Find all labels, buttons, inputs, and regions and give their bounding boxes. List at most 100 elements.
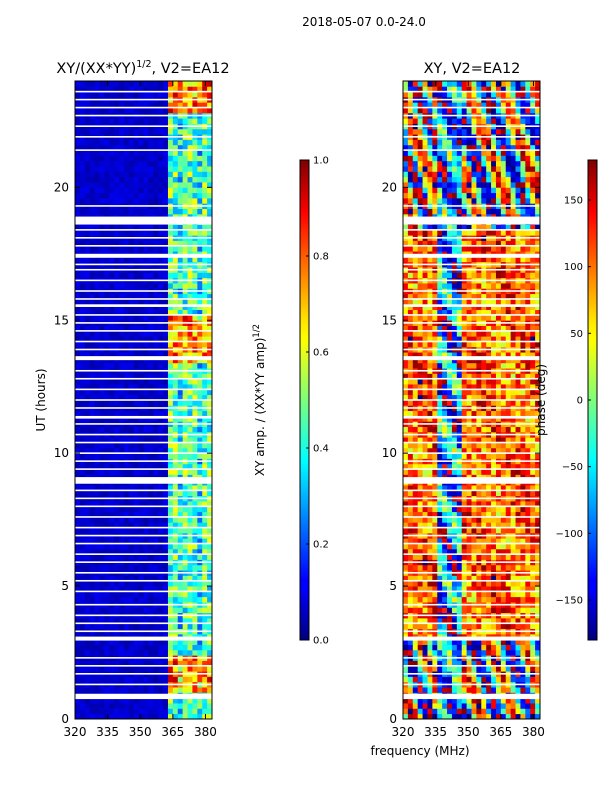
phase-cell	[505, 596, 512, 603]
amp-cell	[109, 128, 115, 135]
amp-cell	[153, 660, 159, 667]
amp-cell	[163, 564, 169, 571]
amp-cell	[123, 314, 130, 321]
amp-cell	[177, 564, 184, 571]
amp-cell	[172, 208, 179, 215]
phase-cell	[447, 649, 453, 656]
amp-cell	[128, 538, 135, 544]
amp-cell	[84, 384, 91, 390]
amp-cell	[99, 362, 105, 369]
phase-cell	[515, 442, 521, 449]
amp-cell	[104, 256, 110, 263]
phase-cell	[476, 708, 482, 715]
amp-cell	[143, 352, 149, 358]
amp-cell	[109, 713, 115, 720]
amp-cell	[75, 580, 81, 587]
amp-cell	[187, 245, 193, 252]
amp-cell	[99, 644, 105, 651]
phase-cell	[500, 660, 507, 667]
phase-cell	[461, 649, 467, 656]
amp-cell	[207, 208, 213, 215]
phase-cell	[451, 697, 458, 704]
amp-cell	[163, 107, 169, 114]
amp-cell	[123, 437, 130, 443]
phase-cell	[520, 490, 526, 497]
amp-cell	[128, 580, 135, 587]
phase-cell	[461, 708, 467, 715]
amp-cell	[187, 415, 193, 422]
amp-cell	[104, 192, 110, 199]
amp-cell	[104, 166, 110, 172]
phase-cell	[451, 649, 458, 656]
phase-cell	[481, 713, 487, 720]
amp-cell	[182, 245, 188, 252]
flag-line	[75, 489, 212, 492]
amp-cell	[99, 139, 105, 146]
amp-cell	[143, 192, 149, 199]
amp-cell	[109, 447, 115, 454]
amp-cell	[158, 362, 164, 369]
amp-cell	[84, 596, 91, 603]
amp-cell	[109, 564, 115, 571]
phase-cell	[481, 527, 487, 534]
amp-cell	[99, 564, 105, 571]
amp-cell	[128, 171, 135, 178]
flag-line	[75, 423, 212, 425]
amp-cell	[99, 187, 105, 194]
amp-cell	[143, 548, 149, 555]
amp-cell	[177, 639, 184, 645]
phase-cell	[486, 469, 492, 475]
amp-cell	[177, 176, 184, 183]
amp-cell	[153, 378, 159, 385]
amp-cell	[167, 516, 174, 523]
amp-cell	[104, 118, 110, 124]
amp-cell	[75, 506, 81, 513]
amp-cell	[109, 86, 115, 93]
amp-cell	[109, 144, 115, 151]
amp-cell	[94, 229, 100, 236]
amp-cell	[138, 352, 144, 358]
amp-cell	[143, 410, 149, 417]
phase-cell	[520, 548, 526, 555]
amp-cell	[119, 687, 125, 693]
amp-cell	[94, 341, 100, 348]
phase-cell	[442, 485, 448, 491]
amp-cell	[89, 697, 95, 704]
phase-cell	[437, 639, 443, 645]
amp-cell	[123, 676, 130, 683]
amp-cell	[94, 400, 100, 406]
amp-cell	[207, 357, 213, 364]
amp-cell	[158, 373, 164, 380]
amp-cell	[109, 511, 115, 518]
phase-cell	[471, 586, 477, 592]
amp-cell	[158, 660, 164, 667]
amp-cell	[153, 373, 159, 380]
amp-cell	[187, 426, 193, 433]
amp-cell	[138, 485, 144, 491]
amp-cell	[192, 644, 198, 651]
phase-cell	[422, 506, 428, 513]
phase-cell	[461, 490, 467, 497]
amp-cell	[153, 256, 159, 263]
amp-cell	[128, 197, 135, 204]
phase-cell	[447, 506, 453, 513]
amp-cell	[207, 410, 213, 417]
amp-cell	[197, 469, 203, 475]
phase-cell	[471, 660, 477, 667]
amp-cell	[143, 687, 149, 693]
phase-cell	[525, 586, 531, 592]
amp-cell	[109, 410, 115, 417]
amp-cell	[153, 293, 159, 300]
amp-cell	[177, 197, 184, 204]
phase-cell	[407, 437, 414, 443]
phase-cell	[432, 548, 438, 555]
amp-cell	[99, 229, 105, 236]
amp-cell	[109, 304, 115, 311]
phase-cell	[403, 442, 409, 449]
phase-cell	[495, 516, 502, 523]
amp-cell	[99, 102, 105, 108]
amp-cell	[123, 325, 130, 332]
amp-cell	[84, 256, 91, 263]
phase-cell	[520, 543, 526, 550]
phase-cell	[412, 490, 419, 497]
